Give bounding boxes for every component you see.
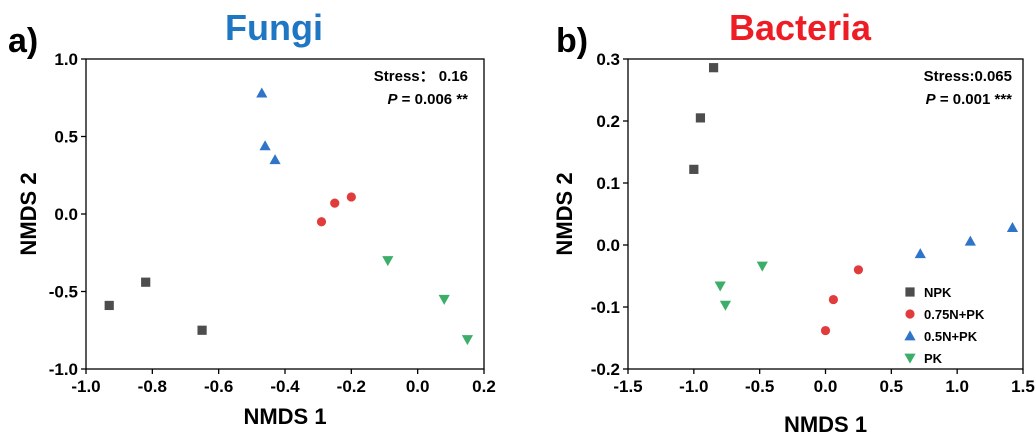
y-tick-label: 0.0 <box>54 205 78 224</box>
x-tick-label: -0.5 <box>745 377 774 396</box>
data-point <box>756 261 768 272</box>
data-point <box>259 140 271 151</box>
x-tick-label: -0.2 <box>337 377 366 396</box>
x-axis-title: NMDS 1 <box>784 412 867 437</box>
data-point <box>256 87 268 98</box>
x-tick-label: -0.6 <box>204 377 233 396</box>
y-tick-label: 0.5 <box>54 128 78 147</box>
data-point <box>689 164 699 174</box>
panel-fungi: a) Fungi -1.0 -0.8 -0.6 -0.4 -0.2 0.0 0.2 -1.0 -0.… <box>8 7 496 429</box>
y-tick-label: -0.5 <box>49 283 78 302</box>
p-value-annotation: P = 0.001 *** <box>926 91 1012 108</box>
data-point <box>382 256 394 267</box>
data-point <box>269 154 281 165</box>
panel-bacteria: b) Bacteria -1.5 -1.0 -0.5 0.0 0.5 1.0 1.5 -0.2 -0… <box>552 7 1035 437</box>
x-tick-label: 0.5 <box>880 377 904 396</box>
y-tick-label: -1.0 <box>49 360 78 379</box>
x-tick-label: 1.5 <box>1011 377 1035 396</box>
y-tick-label: -0.1 <box>591 298 620 317</box>
y-axis-title: NMDS 2 <box>552 172 577 255</box>
x-tick-label: -0.4 <box>270 377 300 396</box>
y-tick-label: 0.3 <box>596 50 620 69</box>
x-tick-label: -1.5 <box>613 377 642 396</box>
y-tick-label: 0.0 <box>596 236 620 255</box>
p-symbol: P <box>388 91 399 108</box>
data-point <box>330 198 340 208</box>
series-PK <box>382 256 474 346</box>
legend-marker <box>904 353 916 364</box>
y-tick-label: 0.2 <box>596 112 620 131</box>
legend-label: PK <box>924 351 943 366</box>
chart-title: Fungi <box>225 7 323 48</box>
p-value-annotation: P = 0.006 ** <box>388 91 469 108</box>
series-0.5N+PK <box>256 87 281 165</box>
data-point <box>714 281 726 292</box>
x-tick-label: 0.2 <box>472 377 496 396</box>
data-point <box>853 265 864 275</box>
chart-title: Bacteria <box>729 7 872 48</box>
data-point <box>820 325 831 336</box>
data-point <box>316 217 327 227</box>
panel-label: b) <box>556 22 588 60</box>
x-tick-label: 0.0 <box>406 377 430 396</box>
p-value: = 0.006 ** <box>398 91 469 108</box>
legend-marker <box>904 330 916 341</box>
legend-label: 0.75N+PK <box>924 307 985 322</box>
x-tick-label: 1.0 <box>945 377 969 396</box>
data-point <box>914 248 926 259</box>
panel-label: a) <box>8 22 38 60</box>
y-tick-label: 1.0 <box>54 50 78 69</box>
data-point <box>719 300 732 311</box>
x-tick-label: 0.0 <box>814 377 838 396</box>
data-point <box>1006 222 1019 233</box>
data-point <box>141 277 151 287</box>
data-point <box>708 63 719 73</box>
data-point <box>104 300 114 311</box>
data-point <box>695 113 706 123</box>
stress-annotation: Stress： 0.16 <box>374 68 468 85</box>
y-tick-label: 0.1 <box>596 174 620 193</box>
data-point <box>346 192 356 202</box>
x-axis-title: NMDS 1 <box>243 404 326 429</box>
legend-marker <box>905 309 915 319</box>
series-NPK <box>689 63 719 174</box>
series-0.75N+PK <box>316 192 356 227</box>
data-point <box>964 235 976 246</box>
x-tick-label: -1.0 <box>679 377 708 396</box>
legend-label: 0.5N+PK <box>924 329 978 344</box>
data-point <box>197 325 207 335</box>
x-tick-label: -1.0 <box>71 377 100 396</box>
legend: NPK 0.75N+PK 0.5N+PK PK <box>904 285 985 366</box>
y-tick-label: -0.2 <box>591 360 620 379</box>
series-0.75N+PK <box>820 265 864 336</box>
legend-marker <box>905 287 915 297</box>
series-PK <box>714 261 768 311</box>
data-point <box>461 335 474 346</box>
series-0.5N+PK <box>914 222 1019 259</box>
data-point <box>438 294 450 305</box>
series-NPK <box>104 277 207 335</box>
y-axis-title: NMDS 2 <box>16 172 41 255</box>
data-point <box>828 294 839 305</box>
x-tick-label: -0.8 <box>138 377 167 396</box>
stress-annotation: Stress:0.065 <box>924 68 1012 85</box>
legend-label: NPK <box>924 285 952 300</box>
p-value: = 0.001 *** <box>936 91 1012 108</box>
p-symbol: P <box>926 91 937 108</box>
